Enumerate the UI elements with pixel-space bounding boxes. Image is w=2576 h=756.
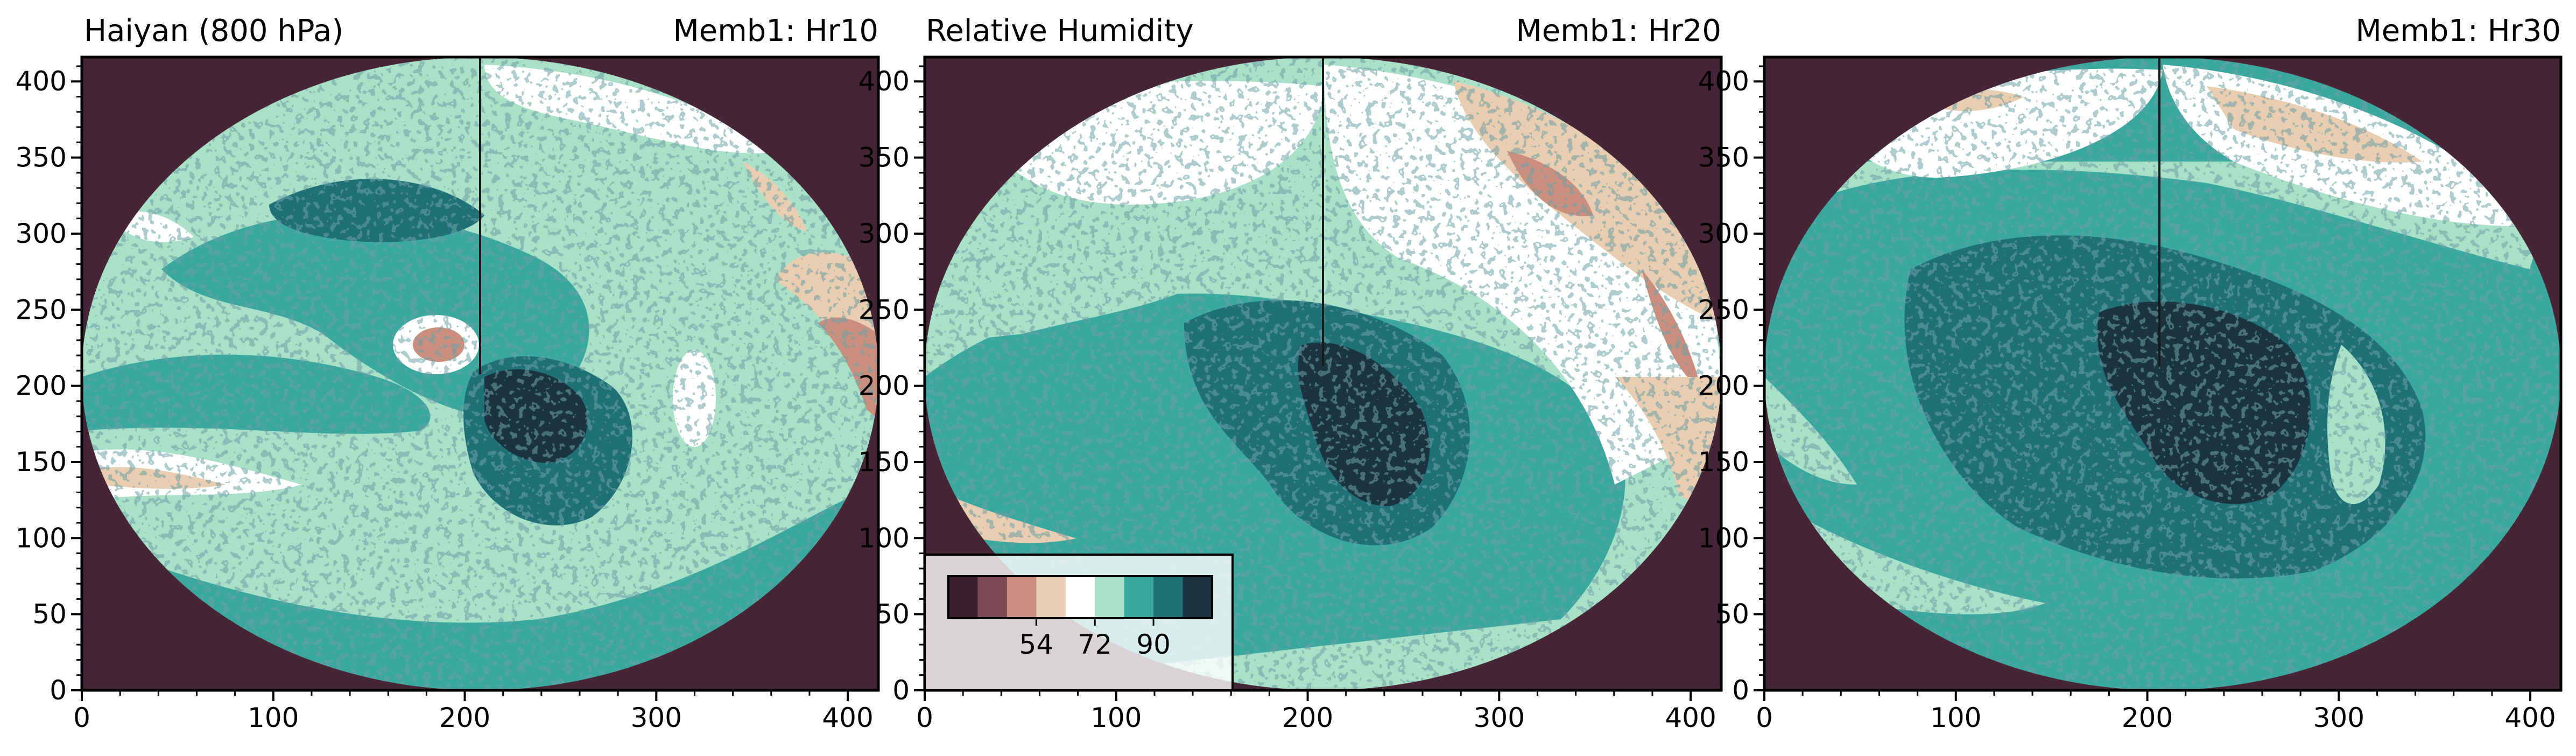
panel-title-left: Relative Humidity xyxy=(926,13,1194,48)
y-tick-label: 150 xyxy=(1698,446,1749,478)
axes: 0 100 200 300 400 0 50 100 150 200 250 300 350 400 xyxy=(1698,65,2556,733)
y-tick-label: 350 xyxy=(16,142,67,173)
x-tick-label: 100 xyxy=(1090,702,1142,733)
x-tick-label: 100 xyxy=(248,702,299,733)
y-tick-label: 0 xyxy=(1732,675,1749,706)
panel-title-left: Haiyan (800 hPa) xyxy=(84,13,343,48)
colorbar-tick-label: 72 xyxy=(1078,629,1112,660)
y-tick-label: 100 xyxy=(1698,522,1749,554)
y-tick-label: 150 xyxy=(858,446,910,478)
colorbar-ticks: 54 72 90 xyxy=(1019,618,1171,660)
panel-title-right: Memb1: Hr30 xyxy=(2355,13,2561,48)
colorbar-swatch xyxy=(977,576,1008,618)
y-tick-label: 300 xyxy=(858,218,910,249)
colorbar-tick-label: 54 xyxy=(1019,629,1054,660)
colorbar-swatches xyxy=(948,576,1213,618)
y-tick-label: 300 xyxy=(16,218,67,249)
x-tick-label: 300 xyxy=(2313,702,2364,733)
x-tick-label: 400 xyxy=(2504,702,2556,733)
y-tick-label: 0 xyxy=(892,675,910,706)
panel-hr30: 0 100 200 300 400 0 50 100 150 200 250 300 350 400 Me… xyxy=(1698,13,2563,733)
y-tick-label: 400 xyxy=(16,66,67,97)
plot-frame xyxy=(1763,55,2563,692)
axes: 0 100 200 300 400 0 50 100 150 200 250 300 350 400 xyxy=(858,65,1716,733)
y-tick-label: 0 xyxy=(50,675,67,706)
x-tick-label: 200 xyxy=(439,702,490,733)
colorbar: 54 72 90 xyxy=(924,554,1234,691)
colorbar-background xyxy=(924,554,1234,691)
panel-hr20: 0 100 200 300 400 0 50 100 150 200 250 300 350 400 Re… xyxy=(858,13,1723,733)
x-tick-label: 200 xyxy=(1282,702,1333,733)
colorbar-swatch xyxy=(1183,576,1213,618)
x-tick-label: 400 xyxy=(1665,702,1716,733)
x-tick-label: 300 xyxy=(1474,702,1525,733)
x-tick-label: 0 xyxy=(1756,702,1773,733)
y-tick-label: 250 xyxy=(858,294,910,325)
y-tick-label: 150 xyxy=(16,446,67,478)
y-tick-label: 250 xyxy=(1698,294,1749,325)
colorbar-swatch xyxy=(1036,576,1066,618)
plot-frame xyxy=(80,55,880,692)
y-tick-label: 200 xyxy=(1698,370,1749,402)
colorbar-swatch xyxy=(1007,576,1037,618)
y-tick-label: 100 xyxy=(16,522,67,554)
colorbar-swatch xyxy=(1065,576,1095,618)
panel-title-right: Memb1: Hr20 xyxy=(1516,13,1721,48)
colorbar-frame xyxy=(947,575,1213,619)
y-tick-label: 50 xyxy=(32,599,67,630)
y-tick-label: 200 xyxy=(16,370,67,402)
y-tick-label: 400 xyxy=(1698,66,1749,97)
panel-hr10: 0 100 200 300 400 0 50 100 150 200 250 300 350 400 Ha… xyxy=(16,13,880,733)
y-tick-label: 350 xyxy=(858,142,910,173)
colorbar-tick-label: 90 xyxy=(1136,629,1171,660)
y-tick-label: 400 xyxy=(858,66,910,97)
y-tick-label: 50 xyxy=(1715,599,1749,630)
y-tick-label: 50 xyxy=(875,599,910,630)
colorbar-swatch xyxy=(1124,576,1154,618)
x-tick-label: 0 xyxy=(916,702,933,733)
y-tick-label: 250 xyxy=(16,294,67,325)
x-tick-label: 400 xyxy=(822,702,873,733)
humidity-field xyxy=(1764,57,2561,690)
y-tick-label: 100 xyxy=(858,522,910,554)
x-tick-label: 100 xyxy=(1930,702,1981,733)
colorbar-swatch xyxy=(948,576,978,618)
y-tick-label: 350 xyxy=(1698,142,1749,173)
panel-title-right: Memb1: Hr10 xyxy=(673,13,878,48)
plot-frame xyxy=(923,55,1723,692)
colorbar-swatch xyxy=(1095,576,1125,618)
axes: 0 100 200 300 400 0 50 100 150 200 250 300 350 400 xyxy=(16,65,874,733)
x-tick-label: 300 xyxy=(631,702,682,733)
y-tick-label: 200 xyxy=(858,370,910,402)
y-tick-label: 300 xyxy=(1698,218,1749,249)
x-tick-label: 200 xyxy=(2122,702,2173,733)
colorbar-swatch xyxy=(1153,576,1184,618)
x-tick-label: 0 xyxy=(73,702,90,733)
